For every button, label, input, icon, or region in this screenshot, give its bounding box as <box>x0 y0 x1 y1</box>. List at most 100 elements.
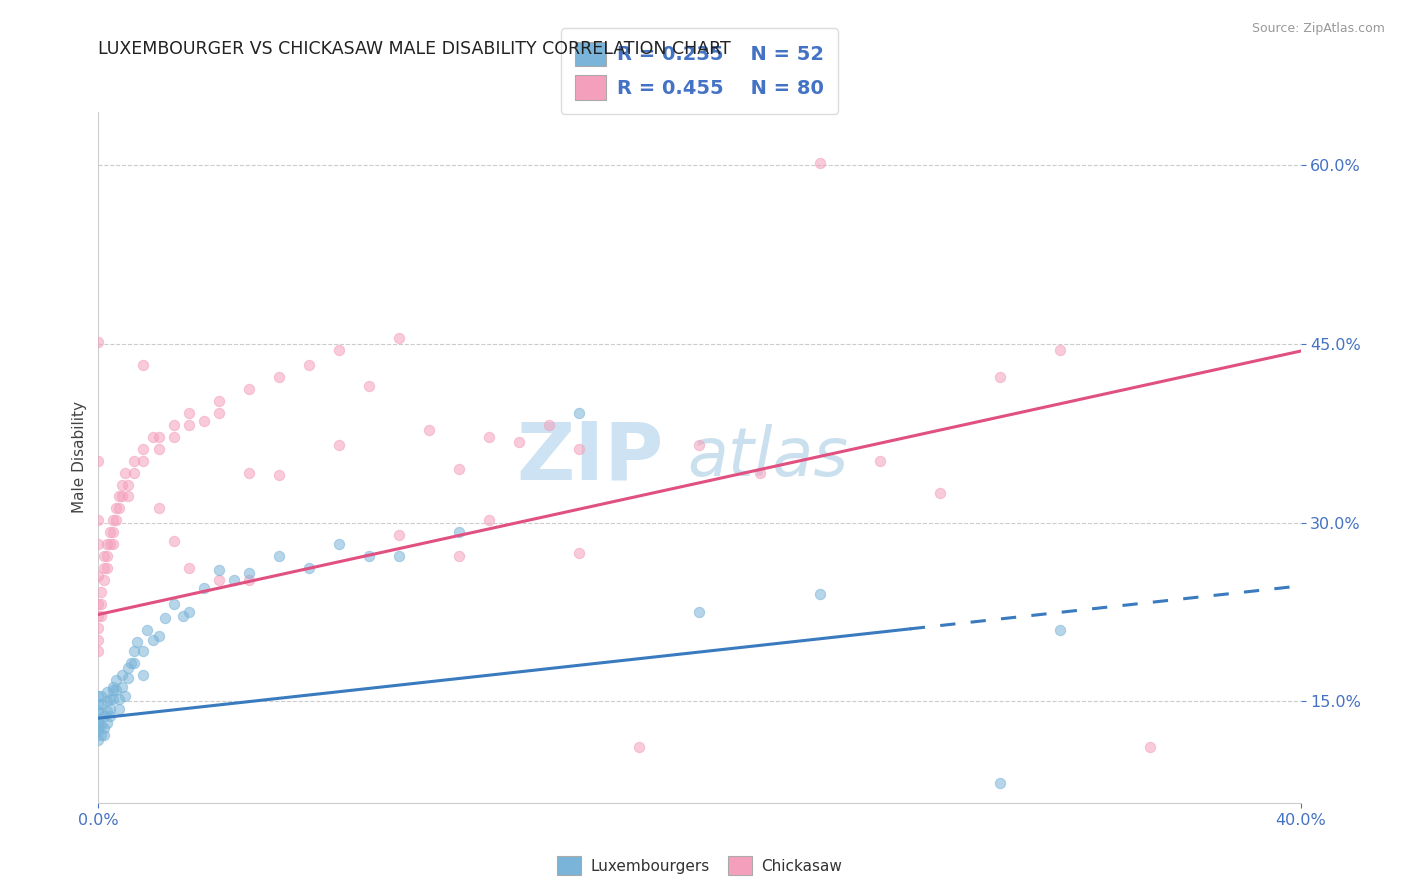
Text: Source: ZipAtlas.com: Source: ZipAtlas.com <box>1251 22 1385 36</box>
Point <box>132 644 155 658</box>
Point <box>132 668 155 682</box>
Point <box>93 573 115 587</box>
Point <box>87 632 110 647</box>
Point <box>111 680 134 694</box>
Point <box>141 430 163 444</box>
Point <box>87 537 110 551</box>
Point <box>90 718 112 732</box>
Point <box>1139 739 1161 754</box>
Point <box>478 513 501 527</box>
Point <box>148 442 170 456</box>
Point <box>328 343 350 357</box>
Point <box>87 597 110 611</box>
Point <box>105 673 128 687</box>
Point <box>177 561 200 575</box>
Point <box>90 697 112 711</box>
Point <box>208 394 231 409</box>
Text: LUXEMBOURGER VS CHICKASAW MALE DISABILITY CORRELATION CHART: LUXEMBOURGER VS CHICKASAW MALE DISABILIT… <box>98 40 731 58</box>
Point <box>117 477 139 491</box>
Point <box>87 454 110 468</box>
Point <box>267 549 290 563</box>
Point <box>117 671 139 685</box>
Point <box>748 466 770 480</box>
Point <box>929 486 952 500</box>
Point <box>100 692 122 706</box>
Point <box>90 728 112 742</box>
Point <box>87 724 110 739</box>
Point <box>162 417 184 432</box>
Point <box>238 466 260 480</box>
Point <box>162 430 184 444</box>
Point <box>162 597 184 611</box>
Point <box>238 382 260 396</box>
Point <box>298 359 321 373</box>
Point <box>108 501 131 516</box>
Point <box>87 644 110 658</box>
Point <box>328 438 350 452</box>
Point <box>114 466 136 480</box>
Point <box>688 438 710 452</box>
Point <box>108 490 131 504</box>
Point <box>153 611 176 625</box>
Point <box>357 378 380 392</box>
Point <box>148 629 170 643</box>
Point <box>172 608 194 623</box>
Point <box>87 334 110 349</box>
Point <box>93 721 115 735</box>
Point <box>105 513 128 527</box>
Point <box>508 434 530 449</box>
Point <box>222 573 245 587</box>
Point <box>177 605 200 619</box>
Point <box>96 561 118 575</box>
Point <box>568 442 591 456</box>
Point <box>538 417 561 432</box>
Point <box>105 501 128 516</box>
Point <box>141 632 163 647</box>
Point <box>132 454 155 468</box>
Point <box>103 692 125 706</box>
Point <box>328 537 350 551</box>
Point <box>96 715 118 730</box>
Point <box>162 533 184 548</box>
Point <box>114 689 136 703</box>
Legend: Luxembourgers, Chickasaw: Luxembourgers, Chickasaw <box>551 850 848 881</box>
Point <box>100 537 122 551</box>
Point <box>100 708 122 723</box>
Point <box>388 527 411 541</box>
Point <box>96 549 118 563</box>
Point <box>208 406 231 420</box>
Point <box>267 370 290 384</box>
Point <box>93 708 115 723</box>
Point <box>688 605 710 619</box>
Point <box>267 468 290 483</box>
Point <box>568 406 591 420</box>
Point <box>177 417 200 432</box>
Point <box>808 155 831 169</box>
Point <box>103 537 125 551</box>
Point <box>87 697 110 711</box>
Point <box>208 573 231 587</box>
Point <box>298 561 321 575</box>
Point <box>103 513 125 527</box>
Point <box>117 661 139 675</box>
Point <box>90 597 112 611</box>
Point <box>90 584 112 599</box>
Point <box>103 680 125 694</box>
Point <box>478 430 501 444</box>
Point <box>238 566 260 580</box>
Point <box>132 359 155 373</box>
Point <box>124 644 146 658</box>
Point <box>96 694 118 708</box>
Point <box>108 692 131 706</box>
Point <box>87 513 110 527</box>
Point <box>124 657 146 671</box>
Text: atlas: atlas <box>688 425 849 490</box>
Point <box>96 537 118 551</box>
Point <box>108 701 131 715</box>
Point <box>132 442 155 456</box>
Point <box>124 454 146 468</box>
Point <box>988 370 1011 384</box>
Point <box>148 430 170 444</box>
Point <box>148 501 170 516</box>
Point <box>988 775 1011 789</box>
